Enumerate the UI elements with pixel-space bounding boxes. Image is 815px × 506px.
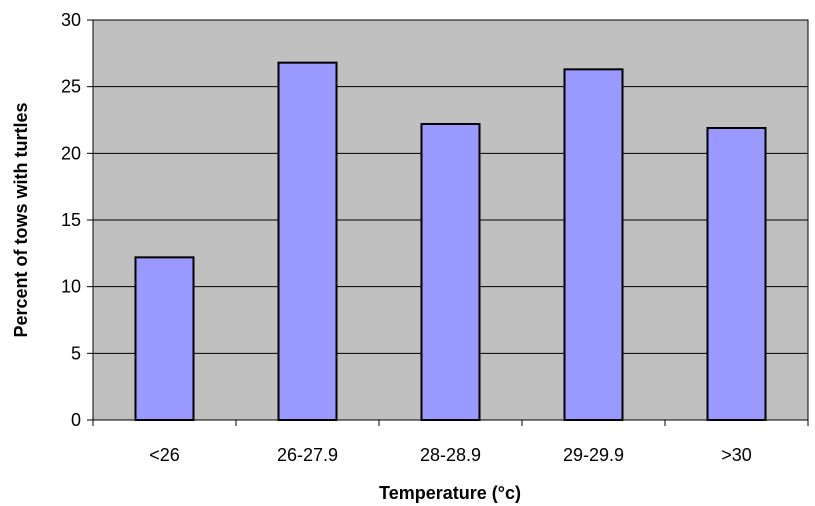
y-tick-label: 15 [61,210,81,230]
bar [277,61,338,422]
y-tick-label: 30 [61,10,81,30]
bar [134,256,195,422]
y-tick-label: 0 [71,410,81,430]
x-tick-label: 29-29.9 [563,445,624,465]
axes [87,19,809,426]
y-tick-labels: 0 5 10 15 20 25 30 [61,10,81,430]
x-tick-label: 26-27.9 [277,445,338,465]
x-tick-label: >30 [721,445,752,465]
x-tick-labels: <26 26-27.9 28-28.9 29-29.9 >30 [149,445,752,465]
bar [706,127,767,421]
bar [420,123,481,421]
x-tick-label: <26 [149,445,180,465]
x-tick-label: 28-28.9 [420,445,481,465]
x-axis-title: Temperature (°c) [379,483,521,503]
y-tick-label: 25 [61,77,81,97]
y-tick-label: 20 [61,143,81,163]
y-tick-label: 5 [71,343,81,363]
bar [563,68,624,421]
y-axis-title: Percent of tows with turtles [11,102,31,337]
bars [134,61,767,422]
y-tick-label: 10 [61,277,81,297]
